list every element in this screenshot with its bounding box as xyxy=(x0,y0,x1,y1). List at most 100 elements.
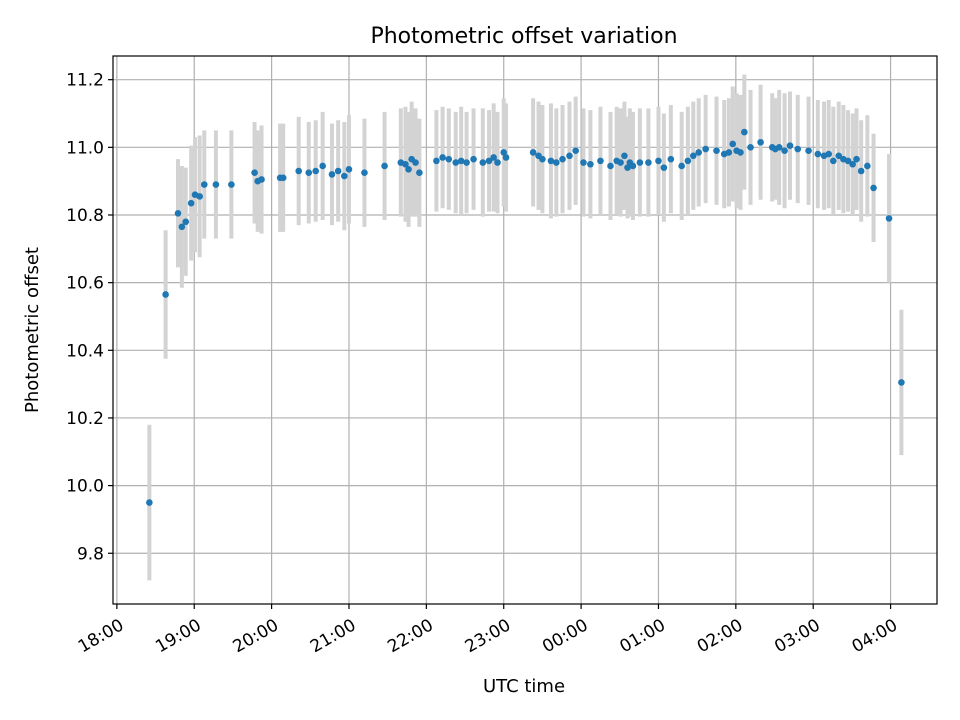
data-point xyxy=(678,162,685,170)
data-point xyxy=(295,167,302,175)
data-point xyxy=(830,157,837,165)
data-point xyxy=(566,152,573,160)
data-point xyxy=(457,157,465,165)
data-point xyxy=(345,166,353,173)
data-point xyxy=(747,144,754,151)
data-point xyxy=(864,162,871,170)
data-point xyxy=(853,155,860,163)
data-point xyxy=(621,152,628,160)
data-point xyxy=(794,145,802,153)
data-point xyxy=(479,159,487,166)
data-point xyxy=(439,154,446,161)
data-point xyxy=(775,144,783,151)
data-point xyxy=(835,152,843,160)
y-tick-label: 11.0 xyxy=(66,138,104,158)
y-tick-label: 10.2 xyxy=(66,409,104,429)
data-point xyxy=(684,157,692,165)
data-point xyxy=(279,174,287,182)
y-tick-label: 10.0 xyxy=(66,477,104,497)
data-point xyxy=(695,149,702,156)
data-point xyxy=(825,150,832,158)
data-point xyxy=(146,499,153,506)
data-point xyxy=(844,157,852,165)
data-point xyxy=(636,159,644,166)
plot-frame xyxy=(112,55,938,605)
chart-title: Photometric offset variation xyxy=(370,24,677,49)
data-point xyxy=(416,169,423,177)
data-point xyxy=(334,167,342,175)
data-point xyxy=(660,164,668,171)
data-point xyxy=(559,155,566,163)
data-point xyxy=(463,159,470,166)
data-point xyxy=(645,159,652,166)
data-point xyxy=(713,147,720,155)
y-axis: 9.8 10.0 10.2 10.4 10.6 10.8 11.0 11.2 xyxy=(66,71,113,564)
data-point xyxy=(781,147,788,155)
data-point xyxy=(178,223,186,231)
data-points xyxy=(146,128,905,506)
data-point xyxy=(187,199,195,207)
data-point xyxy=(857,167,865,175)
data-point xyxy=(490,154,497,161)
data-point xyxy=(162,291,169,298)
data-point xyxy=(433,157,440,165)
data-point xyxy=(502,154,510,161)
data-point xyxy=(786,142,794,149)
data-point xyxy=(814,150,822,158)
x-axis-label: UTC time xyxy=(483,676,565,697)
data-point xyxy=(529,149,537,156)
data-point xyxy=(885,215,893,222)
data-point xyxy=(597,157,604,165)
data-point xyxy=(547,157,555,165)
data-point xyxy=(405,166,412,173)
data-point xyxy=(737,149,744,156)
data-point xyxy=(319,162,326,170)
data-point xyxy=(805,147,812,155)
data-point xyxy=(200,181,208,188)
data-point xyxy=(870,184,877,192)
data-point xyxy=(361,169,368,177)
data-point xyxy=(412,159,419,166)
data-point xyxy=(553,159,560,166)
data-point xyxy=(725,149,733,156)
data-point xyxy=(228,181,235,188)
data-point xyxy=(251,169,258,177)
data-point xyxy=(485,157,493,165)
data-point xyxy=(702,145,709,153)
data-point xyxy=(500,149,508,156)
data-point xyxy=(849,160,856,168)
data-point xyxy=(381,162,388,170)
y-tick-label: 9.8 xyxy=(77,544,104,564)
data-point xyxy=(305,169,313,177)
data-point xyxy=(617,159,624,166)
data-point xyxy=(258,176,265,183)
data-point xyxy=(445,155,453,163)
data-point xyxy=(196,193,203,200)
data-point xyxy=(655,157,662,165)
data-point xyxy=(174,209,182,217)
y-tick-label: 10.8 xyxy=(66,206,104,226)
data-point xyxy=(452,159,460,166)
data-point xyxy=(898,379,905,386)
data-point xyxy=(182,218,190,226)
data-point xyxy=(689,152,697,160)
y-tick-label: 11.2 xyxy=(66,71,104,91)
data-point xyxy=(629,162,637,170)
data-point xyxy=(624,164,631,171)
data-point xyxy=(539,155,546,163)
data-point xyxy=(607,162,614,170)
data-point xyxy=(667,155,675,163)
data-point xyxy=(402,160,409,168)
data-point xyxy=(572,147,579,155)
data-point xyxy=(328,171,336,178)
y-tick-label: 10.6 xyxy=(66,274,104,294)
y-tick-label: 10.4 xyxy=(66,341,104,361)
data-point xyxy=(470,155,477,163)
data-point xyxy=(312,167,320,175)
data-point xyxy=(757,138,764,146)
data-point xyxy=(212,181,220,188)
data-point xyxy=(587,160,594,168)
data-point xyxy=(741,128,748,136)
